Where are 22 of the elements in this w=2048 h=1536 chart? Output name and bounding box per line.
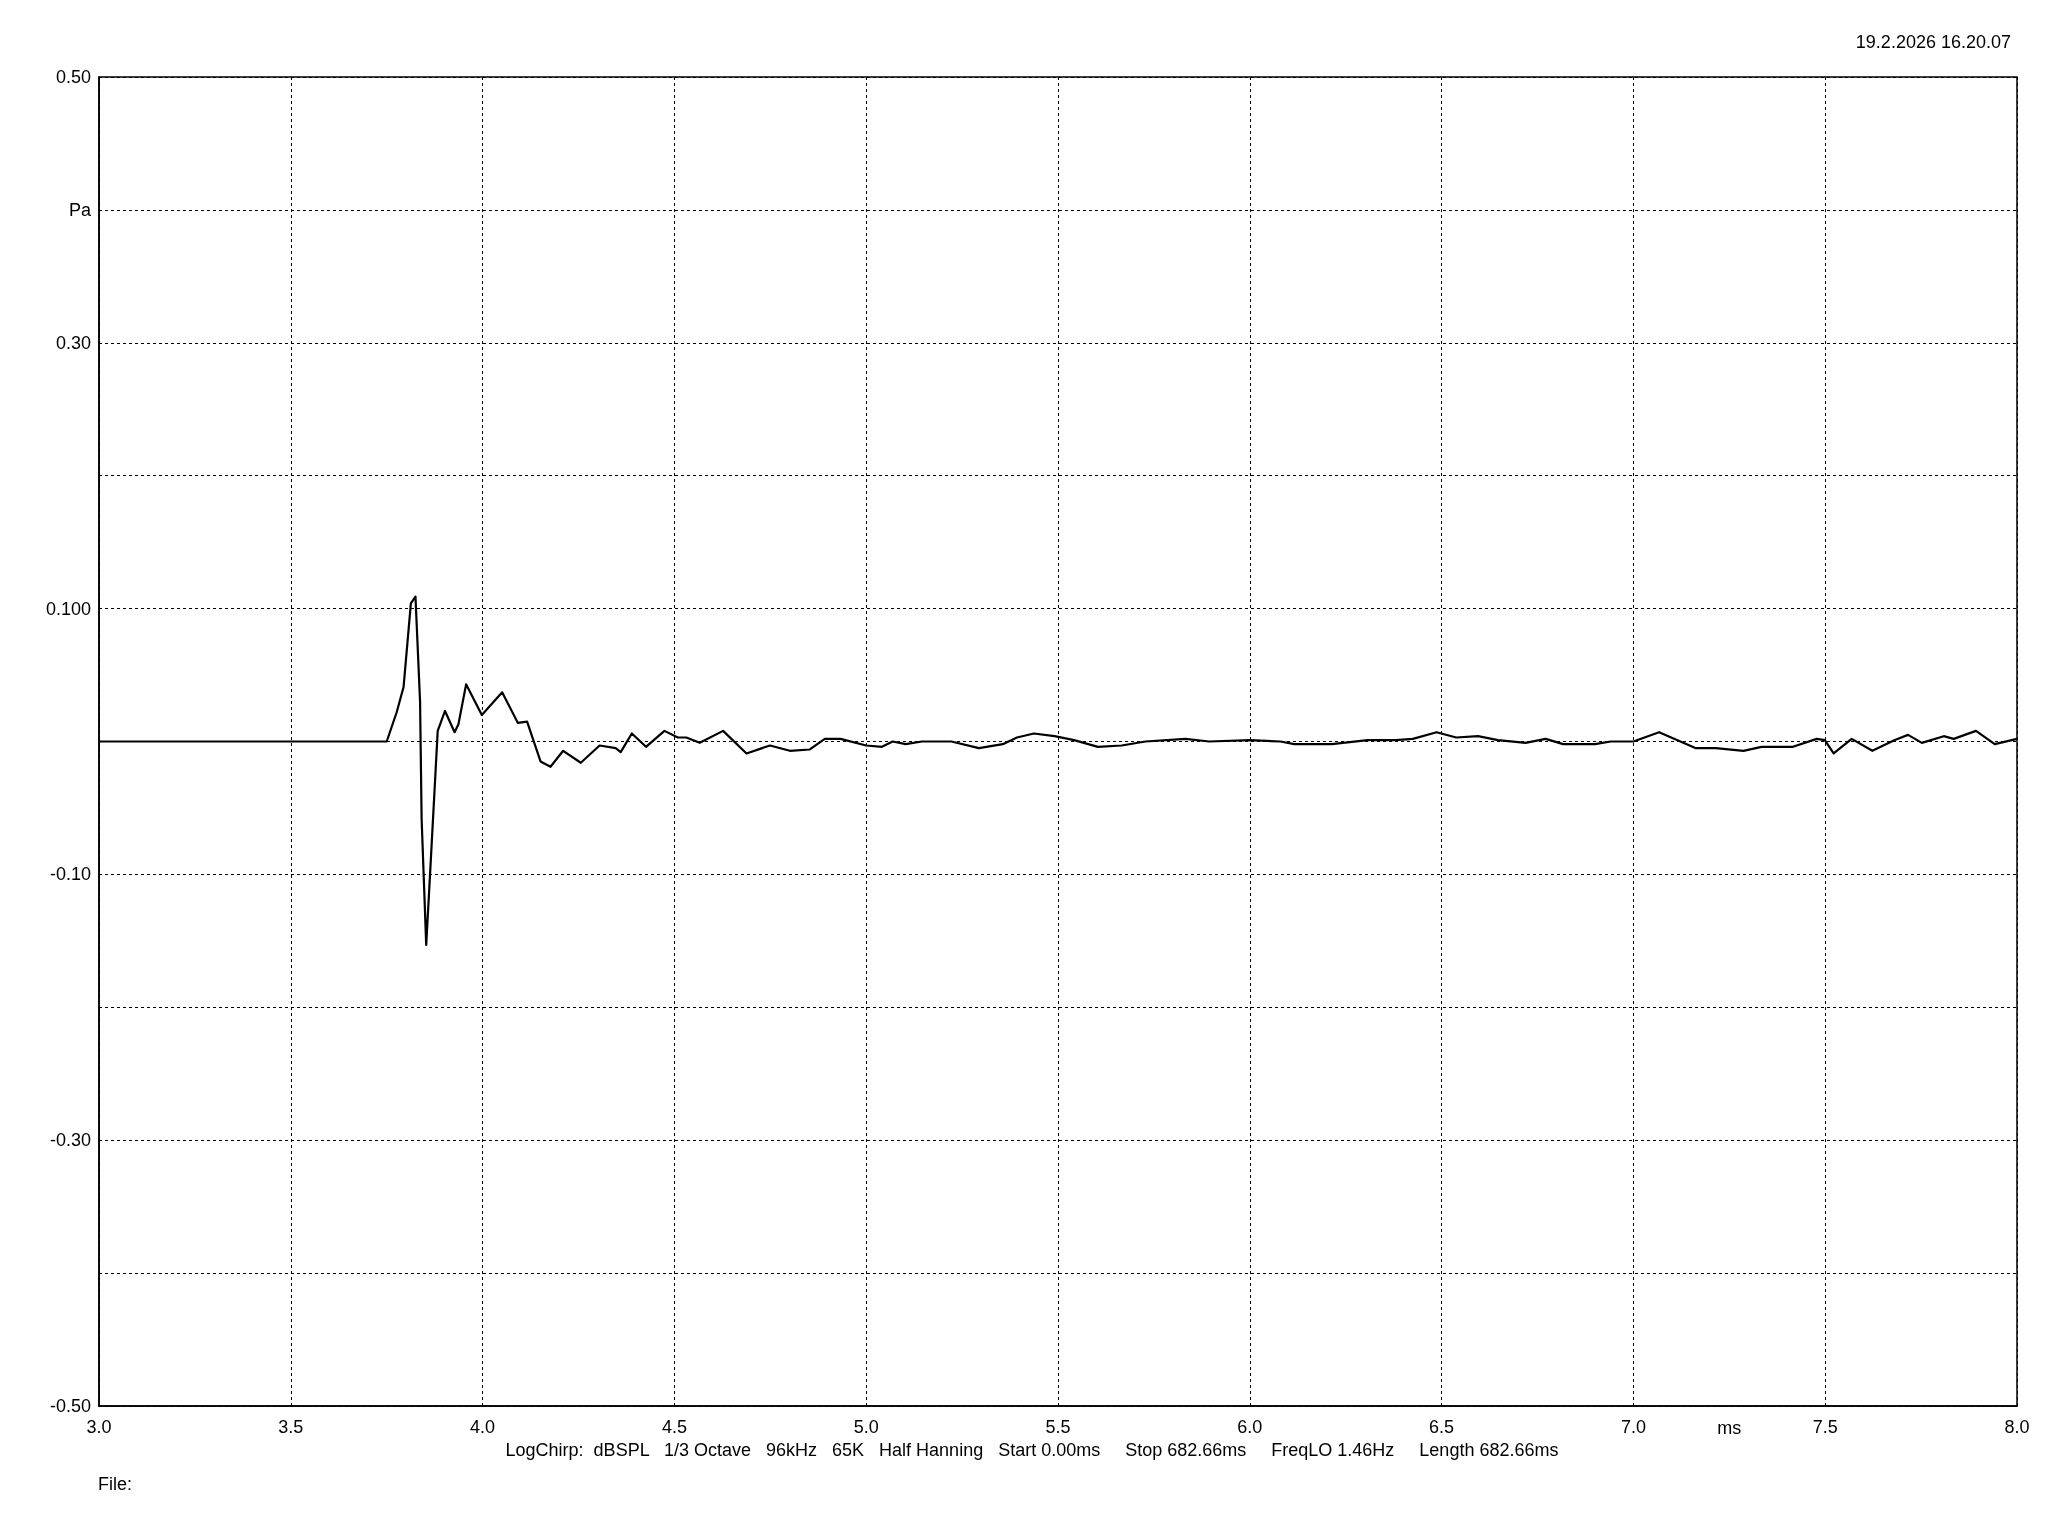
y-tick-label: -0.50 <box>49 1396 91 1416</box>
x-axis-title: ms <box>1717 1418 1742 1438</box>
x-tick-label: 6.0 <box>1237 1417 1263 1437</box>
x-tick-label: 7.5 <box>1812 1417 1838 1437</box>
y-tick-label: -0.10 <box>49 864 91 885</box>
x-tick-label: 7.0 <box>1620 1417 1646 1437</box>
text: File: <box>98 1474 133 1494</box>
x-tick-label: 5.0 <box>853 1417 879 1437</box>
text: 19.2.2026 16.20.07 <box>1855 32 2011 52</box>
y-tick-label: 0.50 <box>55 67 91 87</box>
x-tick-label: 6.5 <box>1429 1417 1455 1437</box>
y-axis-title: Pa <box>68 199 92 220</box>
text: LogChirp: dBSPL 1/3 Octave 96kHz 65K Half Hanning Start 0.00ms Stop 682.66ms FreqLO 1.46Hz Length 682.66ms <box>505 1440 1559 1460</box>
x-tick-label: 5.5 <box>1045 1417 1071 1437</box>
x-tick-label: 3.0 <box>86 1417 112 1437</box>
y-tick-label: -0.30 <box>49 1130 91 1151</box>
x-tick-label: 4.0 <box>470 1417 496 1437</box>
y-tick-label: 0.30 <box>55 332 91 353</box>
x-tick-label: 8.0 <box>2004 1417 2030 1437</box>
y-tick-label: 0.100 <box>45 598 91 619</box>
x-tick-label: 3.5 <box>278 1417 304 1437</box>
x-tick-label: 4.5 <box>661 1417 687 1437</box>
